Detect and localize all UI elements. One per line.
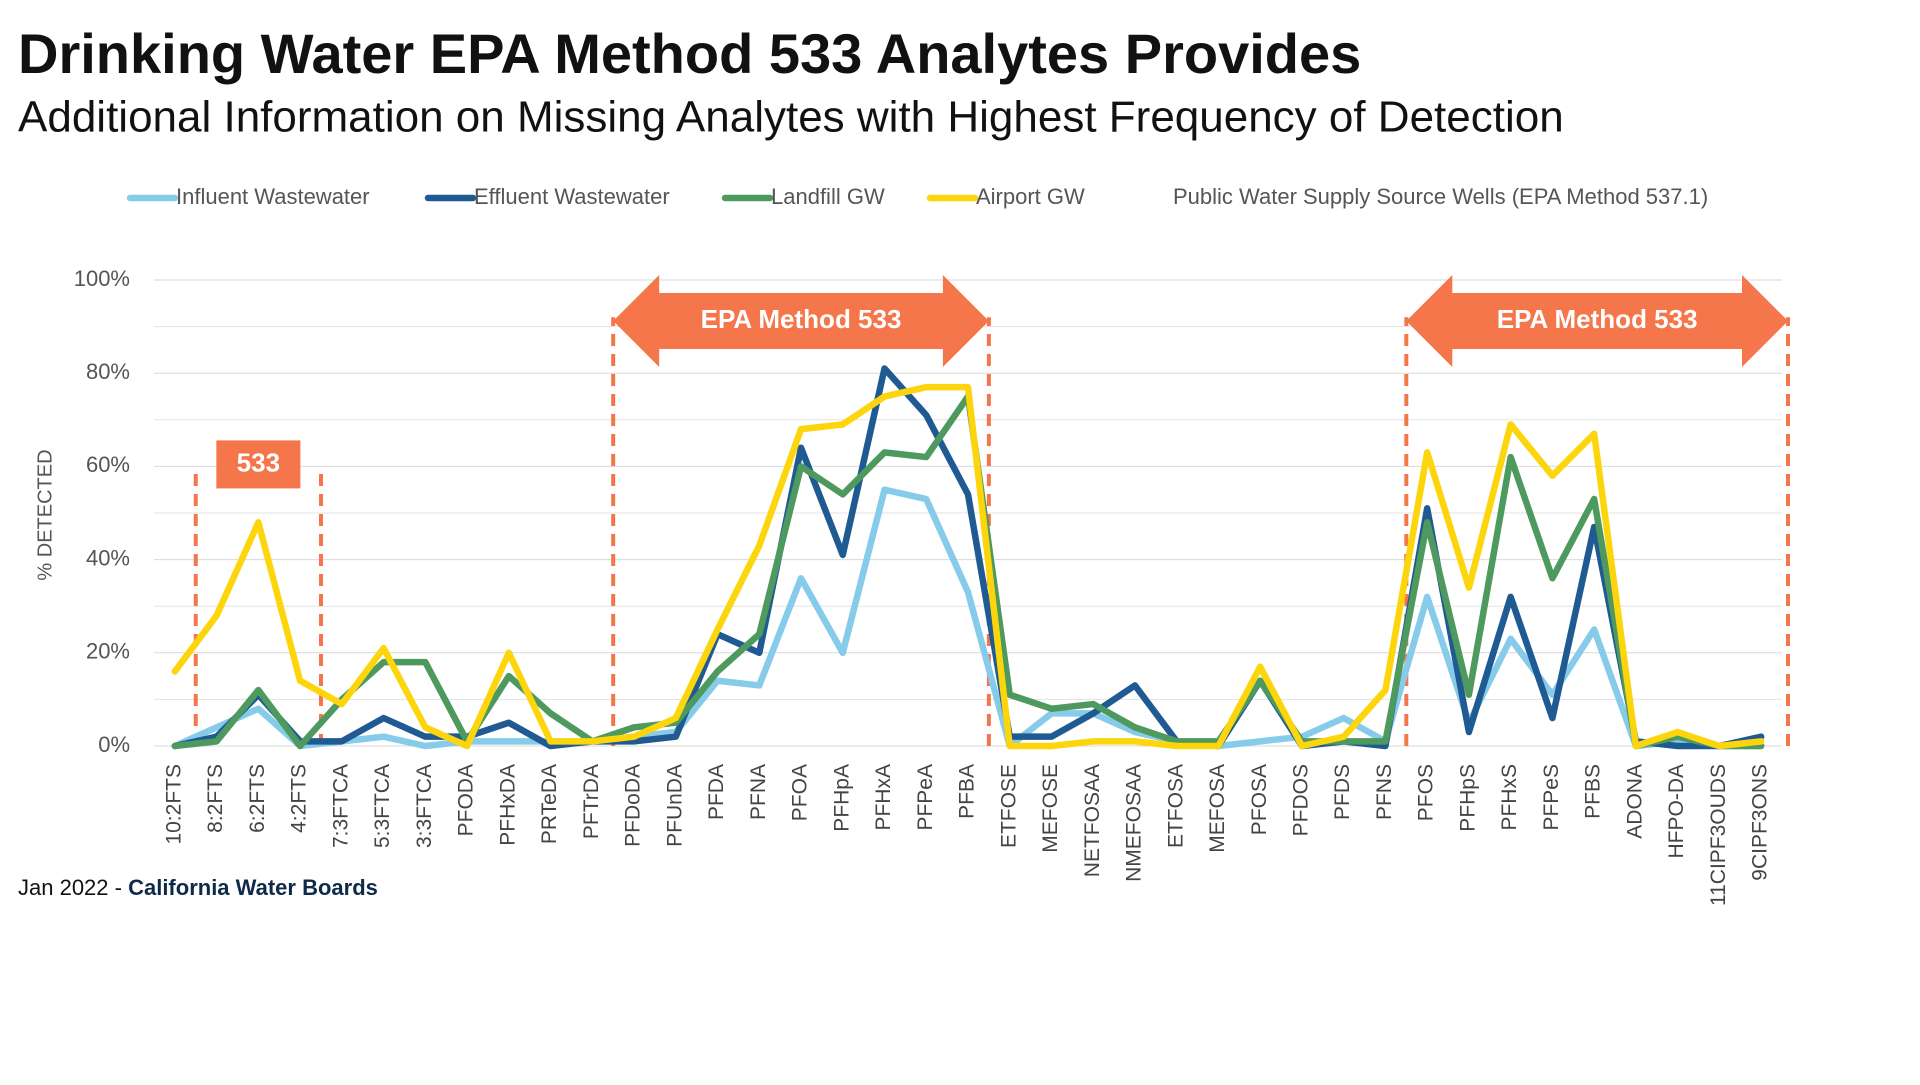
annotation-arrow xyxy=(1406,274,1788,367)
x-tick-label: PFODA xyxy=(455,764,478,836)
y-tick-label: 80% xyxy=(86,359,130,384)
x-tick-label: PFNS xyxy=(1373,764,1396,820)
x-tick-label: 9CIPF3ONS xyxy=(1749,764,1772,881)
x-tick-label: PFPeA xyxy=(914,764,937,831)
legend-label: Influent Wastewater xyxy=(176,184,370,209)
x-tick-label: MEFOSE xyxy=(1039,764,1062,853)
x-tick-label: 7:3FTCA xyxy=(329,764,352,848)
x-tick-label: PFHxS xyxy=(1498,764,1521,831)
x-tick-label: PFUnDA xyxy=(663,764,686,847)
y-tick-label: 20% xyxy=(86,639,130,664)
annotation-label: 533 xyxy=(237,447,280,477)
chart-subtitle: Additional Information on Missing Analyt… xyxy=(18,93,1564,142)
annotation-label: EPA Method 533 xyxy=(1497,304,1698,334)
x-tick-label: ETFOSE xyxy=(997,764,1020,848)
x-tick-label: PFDA xyxy=(705,764,728,820)
x-tick-label: 5:3FTCA xyxy=(371,764,394,848)
x-tick-label: PFPeS xyxy=(1540,764,1563,831)
y-tick-label: 100% xyxy=(74,266,130,291)
annotation-label: EPA Method 533 xyxy=(701,304,902,334)
series-line xyxy=(171,393,1765,750)
annotation-arrow xyxy=(613,274,989,367)
x-tick-label: PFBA xyxy=(956,764,979,819)
x-tick-label: PFTrDA xyxy=(580,764,603,839)
legend-label: Airport GW xyxy=(976,184,1085,209)
x-tick-label: 3:3FTCA xyxy=(413,764,436,848)
x-tick-label: 8:2FTS xyxy=(204,764,227,833)
x-tick-label: PFHpS xyxy=(1456,764,1479,832)
x-tick-label: HFPO-DA xyxy=(1665,764,1688,859)
annotation-box xyxy=(216,440,301,489)
legend-label: Public Water Supply Source Wells (EPA Me… xyxy=(1173,184,1708,209)
series-line xyxy=(171,383,1765,750)
x-tick-label: PFNA xyxy=(747,764,770,820)
legend-label: Landfill GW xyxy=(771,184,885,209)
x-tick-label: PFHxA xyxy=(872,764,895,831)
x-tick-label: PFOA xyxy=(789,764,812,821)
series-line xyxy=(171,486,1765,750)
x-tick-label: 6:2FTS xyxy=(246,764,269,833)
x-tick-label: ADONA xyxy=(1623,764,1646,839)
y-tick-label: 40% xyxy=(86,545,130,570)
x-tick-label: PFHpA xyxy=(830,764,853,832)
y-axis-label: % DETECTED xyxy=(34,449,56,580)
footer: Jan 2022 - California Water Boards xyxy=(18,875,378,900)
x-tick-label: MEFOSA xyxy=(1206,764,1229,853)
x-tick-label: PFOS xyxy=(1415,764,1438,821)
legend-label: Effluent Wastewater xyxy=(474,184,670,209)
x-tick-label: PFHxDA xyxy=(496,764,519,846)
y-tick-label: 0% xyxy=(98,732,130,757)
chart-title: Drinking Water EPA Method 533 Analytes P… xyxy=(18,22,1361,85)
x-tick-label: 10:2FTS xyxy=(162,764,185,845)
footer-source: California Water Boards xyxy=(128,875,378,900)
x-tick-label: PFBS xyxy=(1582,764,1605,819)
x-tick-label: PFDoDA xyxy=(622,764,645,847)
x-tick-label: PFDOS xyxy=(1289,764,1312,836)
x-tick-label: 11CIPF3OUDS xyxy=(1707,764,1730,906)
footer-date: Jan 2022 - xyxy=(18,875,128,900)
x-tick-label: 4:2FTS xyxy=(288,764,311,833)
series-line xyxy=(171,365,1765,750)
x-tick-label: NMEFOSAA xyxy=(1123,764,1146,882)
x-tick-label: NETFOSAA xyxy=(1081,764,1104,877)
y-tick-label: 60% xyxy=(86,452,130,477)
x-tick-label: ETFOSA xyxy=(1164,764,1187,848)
x-tick-label: PFOSA xyxy=(1248,764,1271,835)
x-tick-label: PFDS xyxy=(1331,764,1354,820)
x-tick-label: PRTeDA xyxy=(538,764,561,844)
